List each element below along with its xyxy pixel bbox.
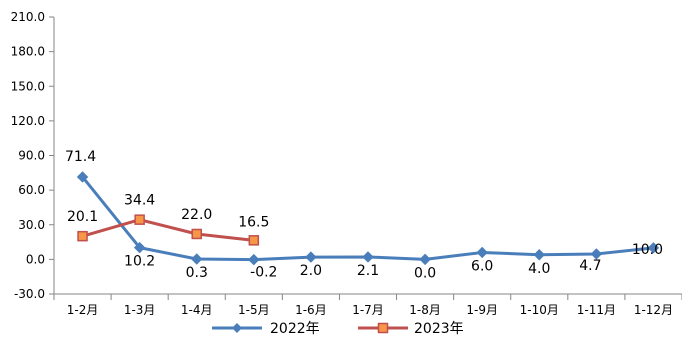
data-label: 2.0	[300, 263, 322, 279]
data-label: 71.4	[65, 149, 96, 165]
x-tick-label: 1-4月	[181, 303, 213, 317]
data-label: 4.7	[579, 258, 601, 274]
data-point-marker	[133, 241, 146, 254]
x-tick-label: 1-7月	[352, 303, 384, 317]
data-label: 0.3	[186, 265, 208, 281]
data-point-marker	[191, 253, 203, 265]
data-label: 22.0	[181, 207, 212, 223]
x-tick-label: 1-9月	[466, 303, 498, 317]
x-tick-label: 1-8月	[409, 303, 441, 317]
data-point-marker	[248, 253, 260, 266]
data-label: 20.1	[67, 209, 98, 225]
series-line-1	[82, 218, 254, 242]
x-tick-label: 1-6月	[295, 303, 327, 317]
data-label: -0.2	[250, 265, 277, 281]
data-label: 34.4	[124, 193, 155, 209]
legend-label-0: 2022年	[270, 321, 320, 337]
x-tick-label: 1-2月	[67, 303, 99, 317]
y-tick-label: -30.0	[14, 287, 45, 301]
y-tick-label: 180.0	[11, 45, 45, 59]
data-label: 10.2	[124, 254, 155, 270]
data-point-marker	[533, 249, 545, 261]
x-tick-label: 1-10月	[520, 303, 559, 317]
data-label: 6.0	[471, 258, 493, 274]
data-point-marker	[476, 246, 488, 259]
y-tick-label: 210.0	[11, 10, 45, 24]
legend-marker-0	[232, 323, 242, 333]
y-tick-label: 60.0	[18, 183, 45, 197]
data-point-marker	[77, 230, 88, 242]
data-point-marker	[134, 214, 145, 225]
data-point-marker	[419, 253, 431, 266]
series-line-0	[81, 176, 654, 262]
x-tick-label: 1-11月	[577, 303, 616, 317]
x-tick-label: 1-3月	[124, 303, 156, 317]
data-label: 16.5	[238, 214, 269, 230]
data-point-marker	[362, 251, 374, 263]
y-tick-label: 30.0	[18, 218, 45, 232]
data-point-marker	[191, 228, 202, 240]
legend-marker-1	[377, 322, 389, 334]
data-point-marker	[248, 235, 260, 246]
data-label: 2.1	[357, 263, 379, 279]
data-point-marker	[76, 171, 89, 183]
x-tick-label: 1-12月	[634, 303, 673, 317]
data-point-marker	[305, 251, 317, 263]
x-tick-label: 1-5月	[238, 303, 270, 317]
data-label: 0.0	[414, 265, 436, 281]
data-label: 10.0	[632, 242, 663, 258]
data-point-marker	[590, 248, 603, 260]
data-point-marker	[647, 242, 660, 254]
y-tick-label: 120.0	[11, 114, 45, 128]
legend-label-1: 2023年	[414, 321, 464, 337]
y-tick-label: 90.0	[18, 149, 45, 163]
data-label: 4.0	[528, 261, 550, 277]
y-tick-label: 0.0	[26, 252, 45, 266]
y-tick-label: 150.0	[11, 79, 45, 93]
